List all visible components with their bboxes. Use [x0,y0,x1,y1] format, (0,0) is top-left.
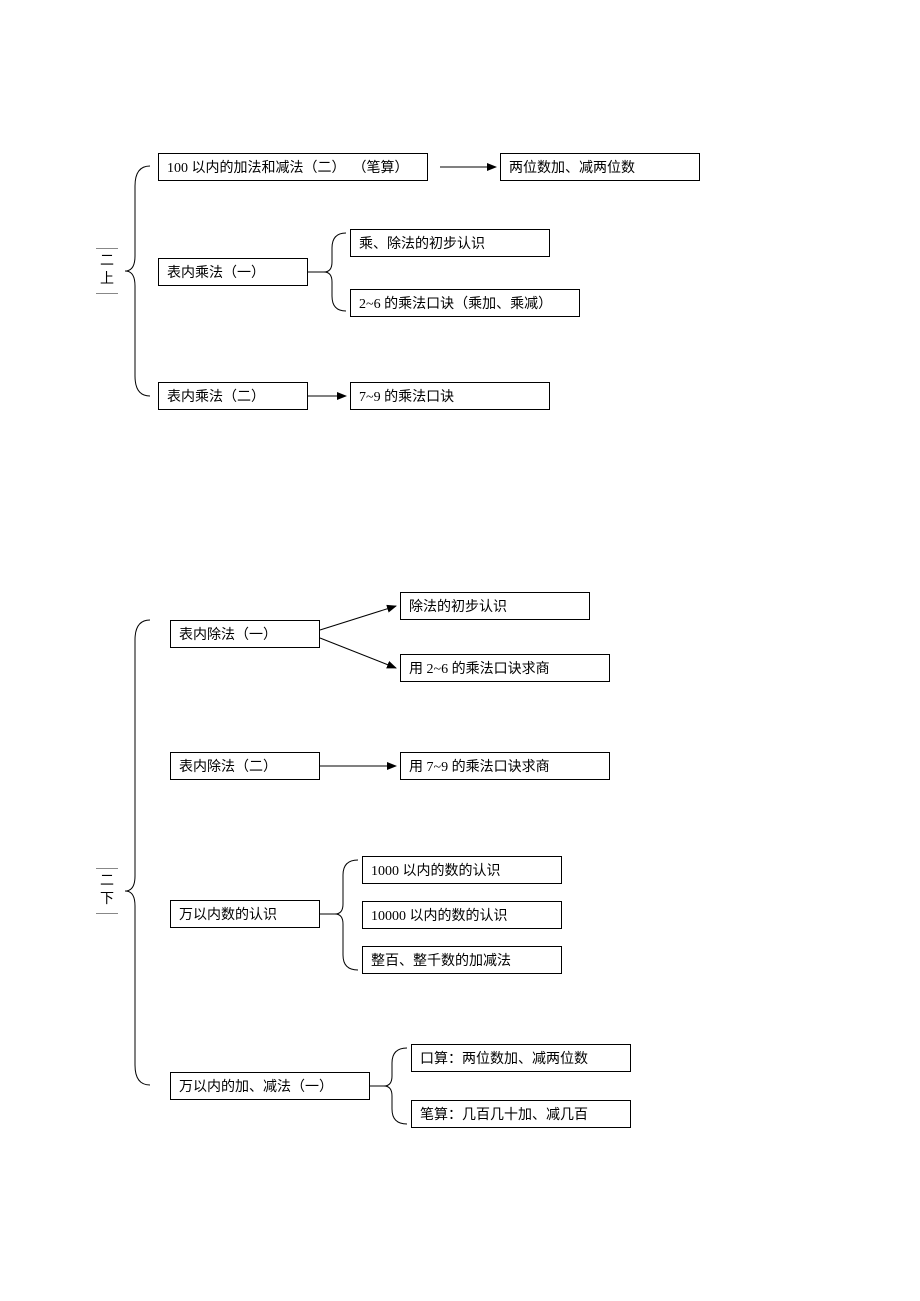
text-suffix: （笔算） [353,157,409,177]
text: 表内除法（一） [179,624,277,644]
node-lower-4-child-1: 口算：两位数加、减两位数 [411,1044,631,1072]
arrow [320,638,396,668]
text: 2~6 的乘法口诀（乘加、乘减） [359,293,552,313]
arrow [320,606,396,630]
brace-lower [125,620,150,1085]
text: 表内除法（二） [179,756,277,776]
text: 两位数加、减两位数 [509,157,635,177]
text: 100 以内的加法和减法（二） [167,157,346,177]
node-upper-2-child-2: 2~6 的乘法口诀（乘加、乘减） [350,289,580,317]
node-upper-1: 100 以内的加法和减法（二） （笔算） [158,153,428,181]
node-lower-3-child-3: 整百、整千数的加减法 [362,946,562,974]
text: 万以内数的认识 [179,904,277,924]
node-lower-2-target: 用 7~9 的乘法口诀求商 [400,752,610,780]
node-upper-3: 表内乘法（二） [158,382,308,410]
char: 上 [100,271,114,289]
node-upper-3-target: 7~9 的乘法口诀 [350,382,550,410]
node-lower-1-child-2: 用 2~6 的乘法口诀求商 [400,654,610,682]
node-lower-4-child-2: 笔算：几百几十加、减几百 [411,1100,631,1128]
text: 用 2~6 的乘法口诀求商 [409,658,550,678]
node-upper-2-child-1: 乘、除法的初步认识 [350,229,550,257]
node-lower-4: 万以内的加、减法（一） [170,1072,370,1100]
text: 笔算：几百几十加、减几百 [420,1104,588,1124]
brace-lower-4 [384,1048,407,1124]
node-lower-3: 万以内数的认识 [170,900,320,928]
node-lower-2: 表内除法（二） [170,752,320,780]
text: 乘、除法的初步认识 [359,233,485,253]
brace-lower-3 [335,860,358,970]
node-upper-2: 表内乘法（一） [158,258,308,286]
text: 表内乘法（二） [167,386,265,406]
char: 下 [100,891,114,909]
text: 用 7~9 的乘法口诀求商 [409,756,550,776]
node-lower-1: 表内除法（一） [170,620,320,648]
char: 二 [100,253,114,271]
text: 7~9 的乘法口诀 [359,386,454,406]
section-label-upper: 二 上 [96,248,118,294]
brace-upper-2 [324,233,346,311]
char: 二 [100,873,114,891]
text: 万以内的加、减法（一） [179,1076,333,1096]
text: 除法的初步认识 [409,596,507,616]
node-lower-1-child-1: 除法的初步认识 [400,592,590,620]
node-upper-1-target: 两位数加、减两位数 [500,153,700,181]
node-lower-3-child-1: 1000 以内的数的认识 [362,856,562,884]
brace-upper [125,166,150,396]
section-label-lower: 二 下 [96,868,118,914]
text: 整百、整千数的加减法 [371,950,511,970]
text: 1000 以内的数的认识 [371,860,501,880]
text: 口算：两位数加、减两位数 [420,1048,588,1068]
text: 表内乘法（一） [167,262,265,282]
text: 10000 以内的数的认识 [371,905,508,925]
node-lower-3-child-2: 10000 以内的数的认识 [362,901,562,929]
